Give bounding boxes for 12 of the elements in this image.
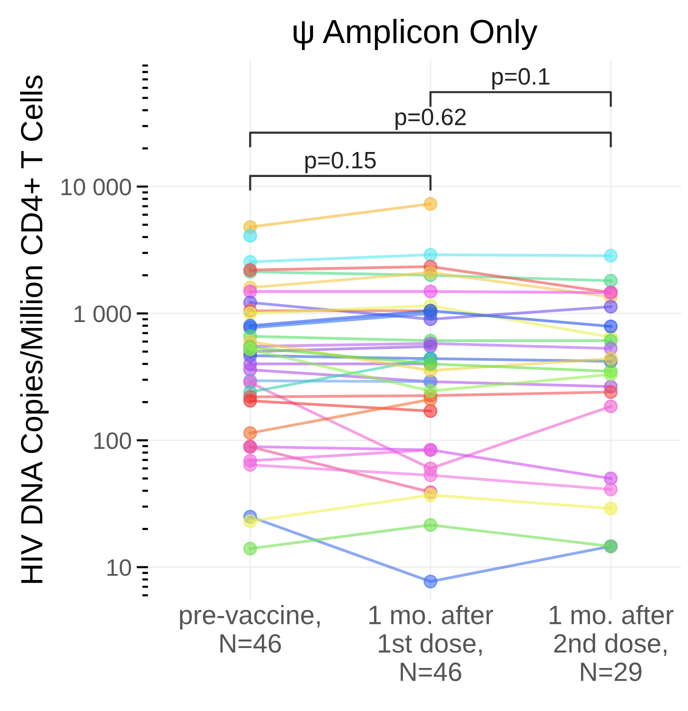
- annotation: p=0.15: [305, 152, 376, 174]
- x-tick-label: pre-vaccine, N=46: [180, 604, 320, 653]
- annotation: p=0.62: [396, 108, 466, 130]
- y-axis-title: HIV DNA Copies/Million CD4+ T Cells: [20, 76, 49, 583]
- x-tick-label: 1 mo. after 1st dose, N=46: [369, 604, 494, 682]
- y-tick-label: 10 000: [62, 178, 132, 196]
- annotation: p=0.1: [492, 68, 550, 90]
- chart-title: ψ Amplicon Only: [294, 18, 538, 50]
- y-tick-label: 100: [94, 432, 132, 450]
- y-tick-label: 10: [107, 559, 132, 576]
- x-tick-label: 1 mo. after 2nd dose, N=29: [550, 604, 674, 682]
- y-tick-label: 1 000: [74, 306, 132, 322]
